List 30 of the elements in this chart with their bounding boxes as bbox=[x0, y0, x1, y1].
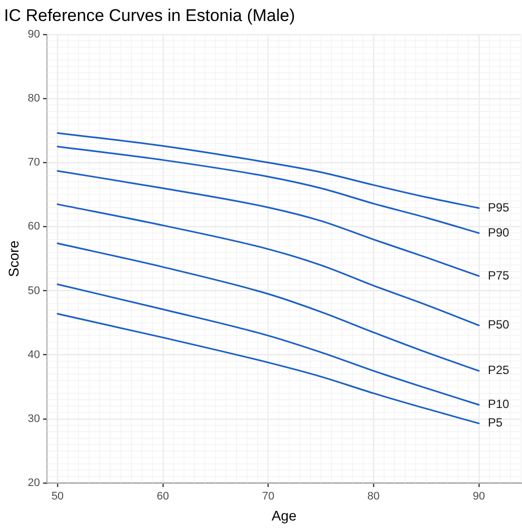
x-tick-label: 90 bbox=[472, 490, 485, 503]
line-series bbox=[56, 170, 480, 277]
x-tick-label: 80 bbox=[367, 490, 380, 503]
y-axis-title: Score bbox=[5, 240, 22, 277]
chart-title: IC Reference Curves in Estonia (Male) bbox=[4, 6, 296, 25]
x-axis-title: Age bbox=[272, 507, 297, 524]
line-series bbox=[56, 146, 480, 234]
y-tick-label: 80 bbox=[28, 92, 40, 105]
y-tick-label: 50 bbox=[28, 284, 40, 297]
x-tick-label: 50 bbox=[51, 490, 64, 503]
series-label: P95 bbox=[488, 200, 510, 214]
line-series bbox=[56, 284, 480, 406]
series-label: P90 bbox=[488, 225, 510, 240]
x-tick-label: 70 bbox=[262, 490, 274, 503]
series-label: P50 bbox=[488, 318, 510, 332]
y-tick-label: 70 bbox=[28, 156, 40, 169]
line-series bbox=[56, 132, 480, 209]
y-tick-label: 90 bbox=[28, 28, 40, 40]
line-series bbox=[56, 203, 480, 326]
y-tick-label: 20 bbox=[28, 477, 40, 490]
series-label: P25 bbox=[488, 363, 510, 378]
line-series bbox=[56, 313, 480, 424]
x-tick-label: 60 bbox=[156, 490, 170, 503]
y-tick-label: 30 bbox=[28, 412, 40, 425]
series-label: P5 bbox=[488, 416, 503, 430]
y-tick-label: 60 bbox=[28, 220, 40, 233]
series-label: P75 bbox=[488, 268, 510, 282]
y-tick-label: 40 bbox=[28, 348, 40, 361]
line-series bbox=[56, 242, 480, 372]
series-label: P10 bbox=[488, 397, 510, 412]
